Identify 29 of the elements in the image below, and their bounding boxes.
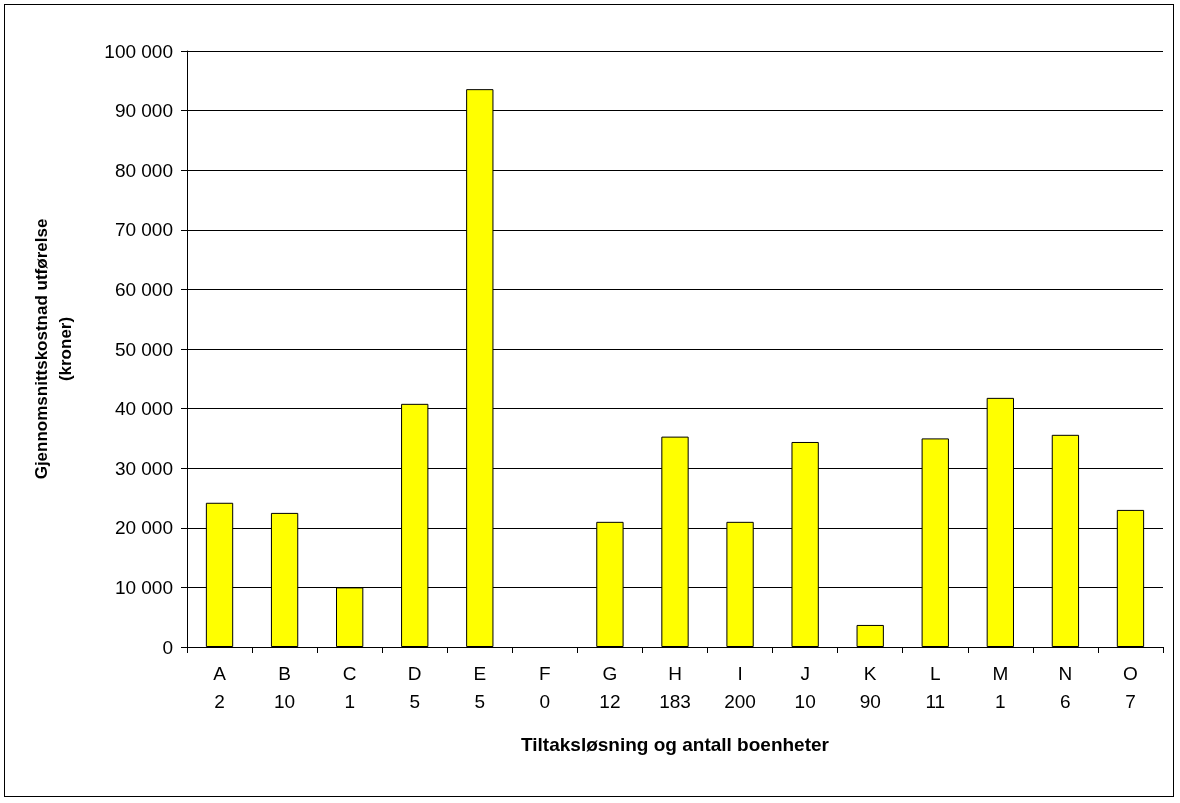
x-tick-label: C 1: [342, 662, 357, 712]
x-tick-label: I 200: [724, 662, 756, 712]
x-tick-label: D 5: [407, 662, 422, 712]
x-tick-label: L 11: [925, 662, 946, 712]
x-tick-label: B 10: [274, 662, 296, 712]
x-tick-label: J 10: [794, 662, 816, 712]
x-tick-label: F 0: [539, 662, 551, 712]
x-tick-label: K 90: [859, 662, 881, 712]
y-tick-label: 30 000: [114, 457, 173, 479]
bar: [856, 624, 884, 647]
y-tick-label: 100 000: [104, 40, 173, 62]
x-tick-label: O 7: [1123, 662, 1138, 712]
x-axis-title: Tiltaksløsning og antall boenheter: [521, 734, 830, 755]
x-tick-label: H 183: [659, 662, 691, 712]
y-tick-label: 0: [162, 636, 173, 658]
x-tick-label: A 2: [213, 662, 227, 712]
y-tick-label: 90 000: [114, 100, 173, 122]
y-tick-label: 80 000: [114, 159, 173, 181]
y-tick-label: 10 000: [114, 576, 173, 598]
x-tick-label: G 12: [599, 662, 621, 712]
y-tick-label: 20 000: [114, 517, 173, 539]
y-tick-label: 70 000: [114, 219, 173, 241]
x-tick-label: E 5: [473, 662, 487, 712]
y-axis-title: Gjennomsnittskostnad utførelse (kroner): [31, 218, 75, 480]
y-tick-label: 50 000: [114, 338, 173, 360]
y-tick-label: 60 000: [114, 278, 173, 300]
x-tick-label: N 6: [1058, 662, 1073, 712]
y-tick-label: 40 000: [114, 398, 173, 420]
x-tick-label: M 1: [992, 662, 1009, 712]
